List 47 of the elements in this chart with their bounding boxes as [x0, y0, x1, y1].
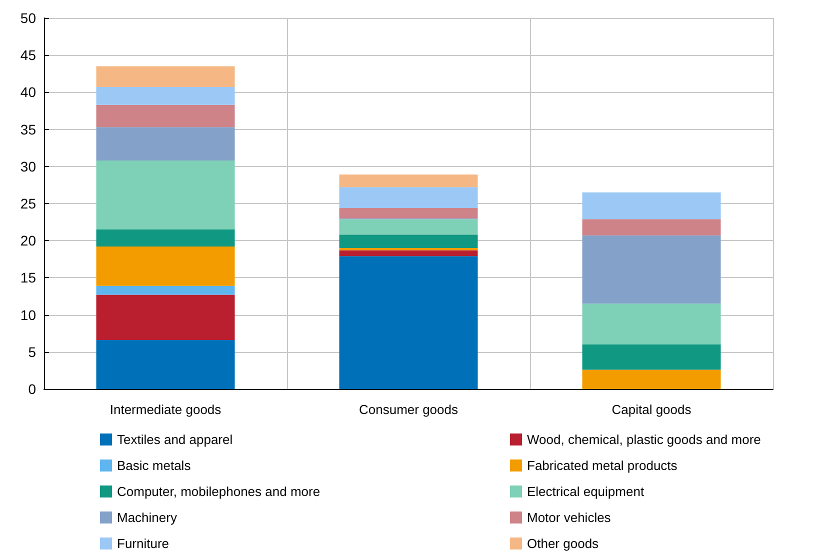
bar: [582, 304, 721, 344]
legend-label: Computer, mobilephones and more: [117, 484, 320, 499]
y-tick-label: 25: [20, 196, 36, 212]
bar: [339, 174, 478, 188]
legend-label: Textiles and apparel: [117, 432, 233, 447]
legend-label: Basic metals: [117, 458, 192, 473]
legend-label: Furniture: [117, 536, 170, 551]
y-tick-label: 45: [20, 47, 36, 64]
legend-label: Other goods: [527, 536, 600, 551]
legend-label: Fabricated metal products: [527, 458, 678, 473]
bar: [582, 219, 721, 236]
bar: [96, 66, 235, 88]
bar: [96, 246, 235, 286]
y-tick-label: 40: [20, 84, 36, 100]
legend-label: Wood, chemical, plastic goods and more: [527, 432, 761, 447]
legend-label: Electrical equipment: [527, 484, 644, 499]
bar: [96, 286, 235, 295]
bar: [582, 370, 721, 389]
y-tick-label: 50: [20, 10, 36, 26]
y-tick-label: 5: [28, 344, 36, 360]
bar: [96, 87, 235, 105]
bar: [582, 235, 721, 304]
bar: [339, 187, 478, 208]
bar: [582, 192, 721, 220]
y-tick-label: 30: [20, 158, 36, 174]
bar: [339, 234, 478, 248]
y-tick-label: 10: [20, 306, 36, 323]
bar: [339, 219, 478, 235]
y-tick-label: 0: [28, 381, 36, 397]
y-tick-label: 20: [20, 232, 36, 249]
legend-label: Motor vehicles: [527, 510, 612, 525]
x-tick-label: Consumer goods: [359, 402, 458, 417]
x-tick-label: Intermediate goods: [110, 402, 222, 417]
legend-label: Machinery: [117, 510, 178, 525]
y-tick-label: 35: [20, 121, 36, 138]
x-tick-label: Capital goods: [612, 402, 692, 417]
bar: [339, 250, 478, 256]
bar: [582, 344, 721, 370]
bar: [339, 208, 478, 218]
bar: [96, 104, 235, 128]
bar: [96, 340, 235, 389]
bar: [339, 256, 478, 389]
bar: [96, 127, 235, 160]
y-tick-label: 15: [20, 270, 36, 286]
bar: [96, 294, 235, 340]
bar: [96, 160, 235, 230]
bar: [96, 229, 235, 247]
